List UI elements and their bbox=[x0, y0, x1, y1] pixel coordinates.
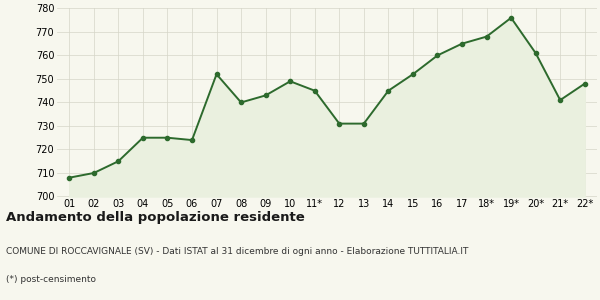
Text: (*) post-censimento: (*) post-censimento bbox=[6, 274, 96, 284]
Text: COMUNE DI ROCCAVIGNALE (SV) - Dati ISTAT al 31 dicembre di ogni anno - Elaborazi: COMUNE DI ROCCAVIGNALE (SV) - Dati ISTAT… bbox=[6, 248, 469, 256]
Text: Andamento della popolazione residente: Andamento della popolazione residente bbox=[6, 212, 305, 224]
